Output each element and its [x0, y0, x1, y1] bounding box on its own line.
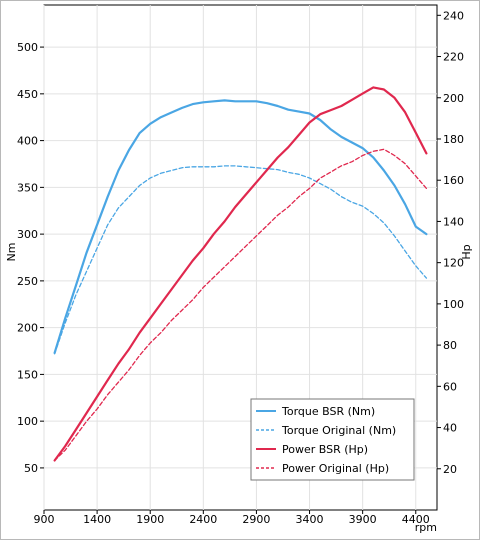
right-tick-label: 20: [443, 463, 457, 476]
legend-label: Torque Original (Nm): [281, 424, 396, 437]
series-line-2: [53, 165, 428, 355]
right-tick-label: 240: [443, 9, 464, 22]
right-tick-label: 40: [443, 422, 457, 435]
right-tick-label: 220: [443, 51, 464, 64]
x-tick-label: 2900: [242, 513, 270, 526]
left-tick-label: 150: [17, 368, 38, 381]
left-tick-label: 400: [17, 135, 38, 148]
y-left-axis-title: Nm: [5, 243, 18, 262]
x-tick-label: 3400: [296, 513, 324, 526]
right-tick-label: 160: [443, 174, 464, 187]
x-tick-label: 2400: [189, 513, 217, 526]
x-tick-label: 900: [34, 513, 55, 526]
series-line-1: [53, 99, 428, 354]
chart-legend: Torque BSR (Nm) Torque Original (Nm) Power…: [250, 398, 415, 481]
right-tick-label: 120: [443, 257, 464, 270]
right-tick-label: 80: [443, 339, 457, 352]
left-tick-label: 50: [24, 462, 38, 475]
legend-label: Torque BSR (Nm): [281, 405, 375, 418]
right-axis-ticks: 20 40 60 80 100 120 140 160 180 200 220 240: [437, 9, 464, 476]
right-tick-label: 60: [443, 380, 457, 393]
left-tick-label: 450: [17, 88, 38, 101]
left-tick-label: 100: [17, 415, 38, 428]
left-axis-ticks: 50 100 150 200 250 300 350 400 450 500: [17, 41, 44, 475]
left-tick-label: 200: [17, 322, 38, 335]
legend-label: Power Original (Hp): [282, 462, 389, 475]
y-right-axis-title: Hp: [460, 244, 473, 259]
x-tick-label: 4400: [402, 513, 430, 526]
legend-box: [250, 398, 415, 481]
series-lines: [53, 86, 428, 462]
legend-label: Power BSR (Hp): [282, 443, 368, 456]
right-tick-label: 180: [443, 133, 464, 146]
x-tick-label: 3900: [349, 513, 377, 526]
series-line-3: [53, 86, 428, 462]
right-tick-label: 100: [443, 298, 464, 311]
x-tick-label: 1900: [136, 513, 164, 526]
left-tick-label: 500: [17, 41, 38, 54]
right-tick-label: 200: [443, 92, 464, 105]
x-axis-unit-label: rpm: [415, 521, 437, 534]
x-tick-label: 1400: [83, 513, 111, 526]
right-tick-label: 140: [443, 215, 464, 228]
left-tick-label: 300: [17, 228, 38, 241]
series-line-4: [53, 148, 428, 462]
x-axis-ticks: 900 1400 1900 2400 2900 3400 3900 4400: [34, 510, 430, 526]
left-tick-label: 250: [17, 275, 38, 288]
left-tick-label: 350: [17, 181, 38, 194]
